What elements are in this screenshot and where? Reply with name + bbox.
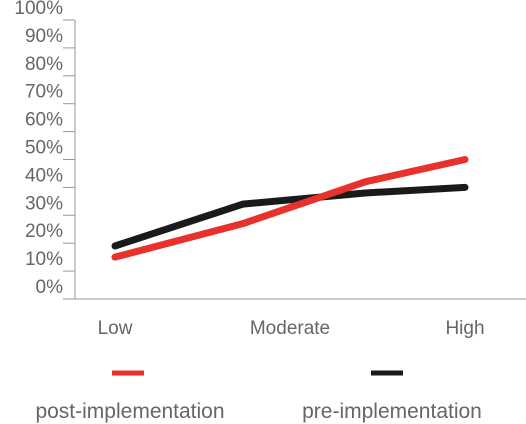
line-segment: [364, 156, 466, 186]
y-tick-label: 40%: [25, 165, 63, 186]
data-point: [461, 183, 469, 191]
line-segment: [113, 200, 244, 250]
data-point: [361, 189, 369, 197]
y-tick-label: 70%: [25, 82, 63, 103]
series-layer: [111, 156, 469, 261]
legend-label: pre-implementation: [302, 400, 482, 423]
line-segment: [241, 178, 367, 227]
y-tick-label: 20%: [25, 221, 63, 242]
y-tick-label: 30%: [25, 193, 63, 214]
data-point: [361, 178, 369, 186]
line-segment: [365, 183, 466, 197]
legend-item: pre-implementation: [302, 370, 482, 423]
series-pre-implementation: [111, 183, 469, 250]
y-axis: 0% 10% 20% 30% 40% 50% 60% 70% 80% 90% 100%: [14, 0, 75, 300]
y-tick-label: 0%: [36, 277, 64, 298]
y-tick-label: 90%: [25, 26, 63, 47]
series-post-implementation: [111, 156, 469, 261]
y-tick-label: 10%: [25, 249, 63, 270]
data-point: [111, 242, 119, 250]
y-tick-label: 100%: [14, 0, 63, 19]
x-axis: Low Moderate High: [98, 318, 485, 339]
y-tick-label: 80%: [25, 54, 63, 75]
legend: post-implementation pre-implementation: [35, 370, 482, 423]
data-point: [239, 220, 247, 228]
data-point: [239, 200, 247, 208]
x-tick-label: High: [445, 318, 484, 339]
data-point: [111, 253, 119, 261]
y-tick-label: 50%: [25, 138, 63, 159]
x-tick-label: Low: [98, 318, 133, 339]
line-segment: [242, 189, 366, 208]
x-tick-label: Moderate: [250, 318, 330, 339]
legend-item: post-implementation: [35, 370, 225, 423]
line-segment: [114, 220, 244, 261]
legend-label: post-implementation: [35, 400, 224, 423]
data-point: [461, 156, 469, 163]
y-tick-label: 60%: [25, 110, 63, 131]
